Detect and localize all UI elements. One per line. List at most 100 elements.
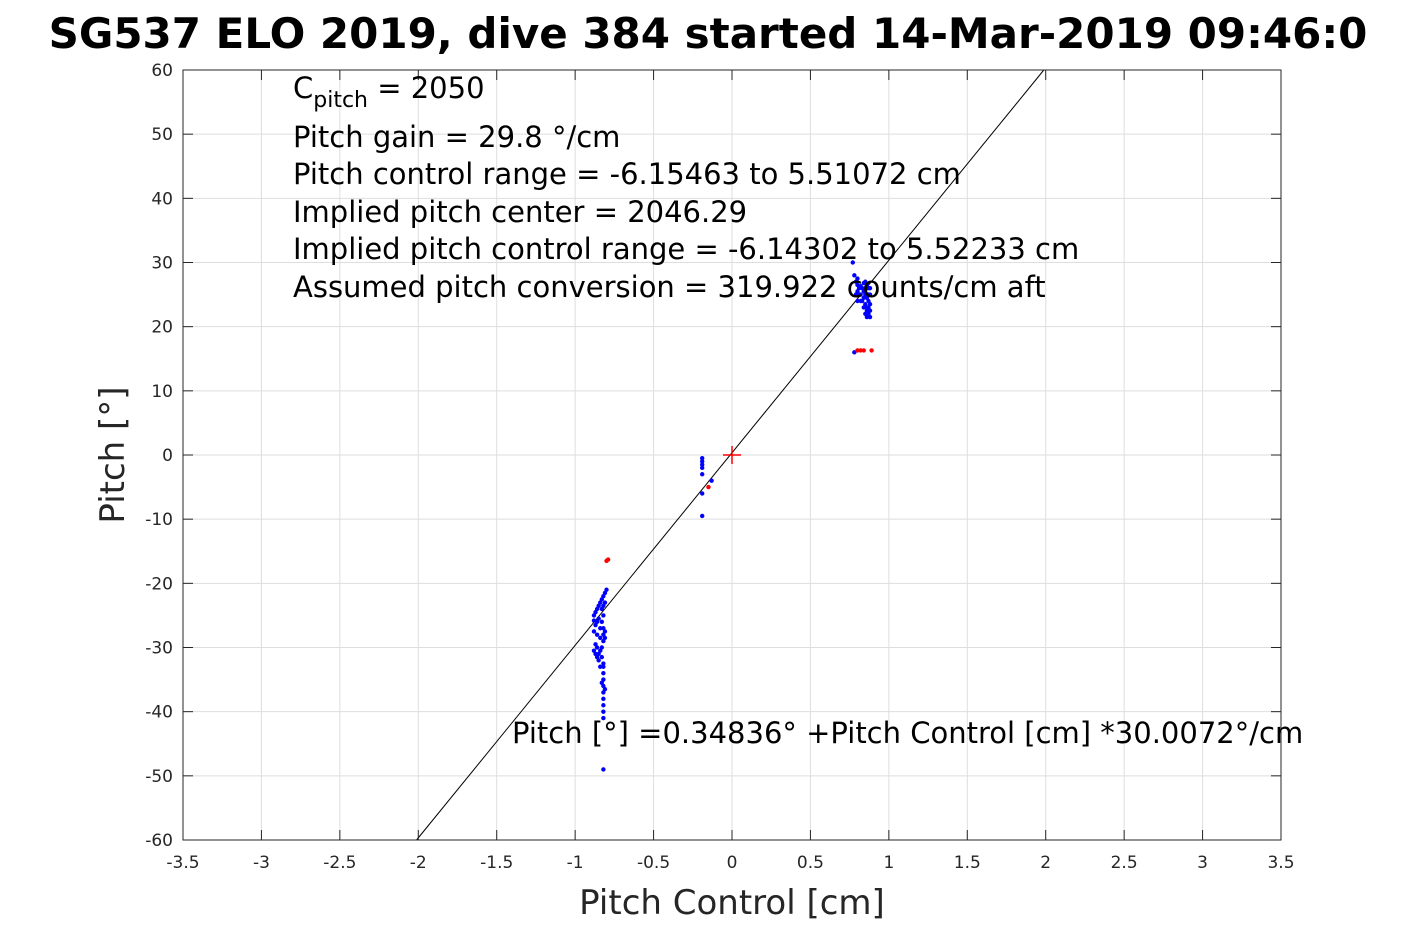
scatter-point [598, 626, 603, 631]
pitch-gain-annotation: Pitch gain = 29.8 °/cm [293, 120, 620, 154]
scatter-point [699, 472, 705, 477]
y-tick-label: 50 [151, 125, 173, 145]
y-tick-label: -60 [145, 831, 173, 851]
y-tick-label: -10 [145, 510, 173, 530]
scatter-point [856, 292, 862, 297]
scatter-point [601, 715, 606, 721]
scatter-point [866, 292, 871, 297]
scatter-point [601, 767, 606, 772]
y-tick-label: 30 [151, 254, 173, 274]
x-tick-label: -2 [410, 853, 427, 873]
pitch-control-range-annotation: Pitch control range = -6.15463 to 5.5107… [293, 157, 961, 191]
scatter-point [591, 618, 597, 623]
y-tick-label: -20 [145, 574, 173, 594]
scatter-point [602, 600, 608, 605]
scatter-point [855, 348, 860, 353]
fit-equation-annotation: Pitch [°] =0.34836° +Pitch Control [cm] … [512, 716, 1303, 750]
implied-pitch-center-annotation: Implied pitch center = 2046.29 [293, 195, 747, 229]
scatter-point [604, 558, 609, 564]
scatter-point [706, 484, 711, 490]
y-tick-label: 10 [151, 382, 173, 402]
x-tick-label: -1.5 [480, 853, 513, 873]
scatter-point [593, 622, 598, 628]
y-tick-label: 20 [151, 318, 173, 338]
scatter-point [867, 314, 873, 320]
c-pitch-subscript: pitch [313, 88, 368, 113]
scatter-point [861, 305, 866, 310]
scatter-point [853, 292, 859, 297]
scatter-point [591, 648, 597, 653]
x-tick-label: -3.5 [166, 853, 199, 873]
scatter-point [599, 619, 605, 625]
x-tick-label: -1 [567, 853, 584, 873]
scatter-point [852, 273, 857, 278]
plot-area [416, 69, 1045, 841]
scatter-point [601, 670, 606, 676]
scatter-point [861, 280, 866, 286]
c-pitch-annotation: Cpitch = 2050 [293, 71, 485, 113]
scatter-point [709, 478, 714, 483]
scatter-point [699, 513, 705, 519]
c-pitch-value: = 2050 [368, 71, 485, 105]
axis-ticks: -3.5 -3 -2.5 -2 -1.5 -1 -0.5 0 0.5 1 1.5 2 2.5 3 3.5 -6… [145, 61, 1294, 873]
scatter-point [699, 456, 705, 461]
scatter-point [861, 348, 866, 353]
scatter-point [601, 664, 606, 669]
scatter-point [869, 348, 874, 353]
x-tick-label: 2.5 [1111, 853, 1138, 873]
y-tick-label: -40 [145, 703, 173, 723]
scatter-point [699, 459, 705, 464]
y-tick-label: 40 [151, 189, 173, 209]
y-axis-title: Pitch [°] [93, 386, 133, 523]
scatter-point [594, 632, 600, 637]
x-axis-title: Pitch Control [cm] [579, 883, 885, 923]
x-tick-label: -2.5 [323, 853, 356, 873]
scatter-point [598, 664, 603, 669]
scatter-point [864, 305, 870, 310]
scatter-point [867, 285, 873, 291]
scatter-point [699, 462, 705, 467]
c-pitch-symbol: C [293, 71, 313, 105]
grid-lines [182, 69, 1282, 841]
scatter-point [855, 276, 860, 281]
scatter-point [591, 629, 597, 634]
y-tick-label: 60 [151, 61, 173, 81]
scatter-point [599, 654, 605, 660]
scatter-point [598, 635, 603, 641]
x-tick-label: -3 [253, 853, 270, 873]
scatter-point [850, 260, 855, 265]
scatter-point [591, 613, 597, 618]
x-tick-label: 0.5 [797, 853, 824, 873]
pitch-conversion-annotation: Assumed pitch conversion = 319.922 count… [293, 270, 1046, 304]
scatter-point [596, 658, 601, 663]
scatter-point [601, 613, 606, 618]
scatter-point [858, 348, 863, 353]
x-tick-label: 3.5 [1267, 853, 1294, 873]
x-tick-label: 1 [883, 853, 894, 873]
y-tick-label: -50 [145, 767, 173, 787]
x-tick-label: 2 [1040, 853, 1051, 873]
x-tick-label: 3 [1197, 853, 1208, 873]
implied-pitch-range-annotation: Implied pitch control range = -6.14302 t… [293, 232, 1079, 266]
x-tick-label: -0.5 [637, 853, 670, 873]
scatter-point [601, 709, 606, 714]
scatter-point [599, 680, 605, 685]
scatter-point [699, 491, 705, 496]
scatter-point [855, 298, 860, 304]
scatter-point [858, 298, 863, 304]
scatter-point [858, 284, 863, 289]
y-tick-label: -30 [145, 639, 173, 659]
scatter-point [601, 696, 606, 702]
scatter-point [601, 638, 606, 644]
scatter-point [867, 308, 873, 313]
scatter-point [601, 703, 606, 708]
x-tick-label: 1.5 [954, 853, 981, 873]
scatter-point [602, 687, 608, 692]
scatter-point [699, 465, 705, 471]
x-tick-label: 0 [727, 853, 738, 873]
chart-title: SG537 ELO 2019, dive 384 started 14-Mar-… [49, 9, 1368, 58]
scatter-point [601, 661, 606, 666]
scatter-point [593, 642, 598, 647]
